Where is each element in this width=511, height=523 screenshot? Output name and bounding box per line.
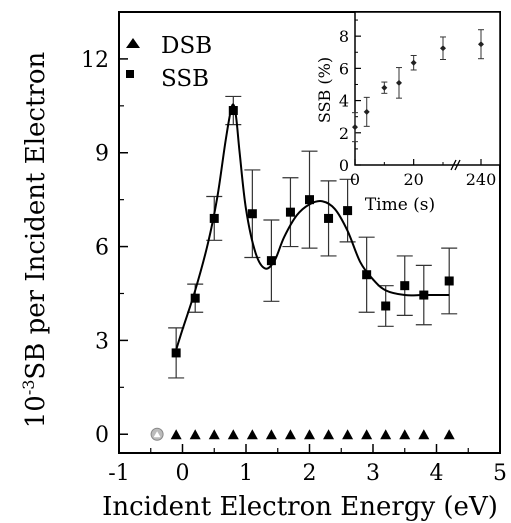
ssb-point: [266, 256, 276, 266]
y-tick-label: 9: [95, 142, 109, 167]
inset-data-point: [381, 84, 388, 91]
inset-x-axis-title: Time (s): [365, 195, 435, 215]
inset-axis-break-mark: [454, 159, 461, 171]
x-tick-label: -1: [108, 461, 129, 486]
legend-ssb-marker: [126, 70, 134, 78]
ssb-point: [247, 209, 257, 219]
x-tick-label: 4: [430, 461, 444, 486]
x-tick-label: 3: [366, 461, 380, 486]
inset-data-point: [410, 59, 417, 66]
inset-y-tick-label: 0: [339, 156, 349, 175]
inset-x-tick-label: 240: [466, 170, 497, 189]
dsb-point: [304, 429, 315, 440]
ssb-point: [400, 281, 410, 291]
x-tick-label: 5: [493, 461, 507, 486]
dsb-point: [361, 429, 373, 440]
legend: DSB SSB: [126, 33, 212, 92]
dsb-point: [418, 429, 430, 440]
ssb-point: [324, 213, 334, 223]
inset-data-point: [352, 124, 358, 131]
ssb-point: [190, 293, 200, 303]
inset-data-point: [478, 41, 484, 48]
ssb-point: [444, 276, 454, 286]
inset-axis-break: [450, 159, 461, 171]
ssb-point: [419, 290, 429, 300]
ssb-point: [381, 301, 391, 311]
inset-plot: 0 2 4 6 8 0 20 240 Time (s) SSB (%): [315, 11, 501, 215]
inset-axis-ticks: 0 2 4 6 8 0 20 240: [339, 19, 497, 189]
y-axis-title-rest: SB per Incident Electron: [21, 52, 51, 380]
ssb-point: [209, 213, 219, 223]
inset-y-tick-label: 8: [339, 27, 349, 46]
dsb-point: [208, 429, 220, 440]
ssb-point: [305, 195, 314, 205]
x-tick-label: 2: [303, 461, 317, 486]
dsb-point: [189, 429, 201, 440]
dsb-point: [265, 429, 277, 440]
ssb-point: [362, 270, 372, 280]
ssb-point: [228, 106, 238, 116]
inset-x-tick-label: 20: [403, 170, 423, 189]
inset-axis-break-mark: [450, 159, 457, 171]
dsb-point: [443, 429, 455, 440]
dsb-point-inner: [153, 431, 161, 438]
dsb-point: [227, 429, 239, 440]
inset-y-axis-title: SSB (%): [315, 57, 334, 123]
x-tick-label: 0: [176, 461, 190, 486]
data-markers: [150, 106, 455, 441]
y-tick-label: 3: [95, 329, 109, 354]
dsb-point: [380, 429, 392, 440]
inset-y-tick-label: 4: [339, 92, 349, 111]
legend-dsb-label: DSB: [161, 33, 212, 59]
ssb-point: [285, 207, 295, 217]
inset-data-point: [440, 45, 446, 52]
y-tick-label: 6: [95, 236, 109, 261]
y-axis-title: 10-3SB per Incident Electron: [19, 52, 51, 429]
dsb-point: [399, 429, 411, 440]
inset-plot-frame: [354, 11, 501, 166]
inset-data-point: [396, 79, 402, 86]
ssb-point: [171, 348, 181, 358]
legend-ssb-label: SSB: [161, 66, 209, 92]
dsb-point: [284, 429, 296, 440]
x-axis-title: Incident Electron Energy (eV): [102, 492, 498, 522]
inset-x-tick-label: 0: [350, 170, 360, 189]
dsb-point: [323, 429, 335, 440]
y-tick-label: 0: [95, 423, 109, 448]
legend-dsb-marker: [126, 38, 140, 48]
dsb-point: [246, 429, 258, 440]
y-tick-label: 12: [81, 48, 109, 73]
dsb-point: [170, 429, 182, 440]
inset-data-point: [363, 108, 370, 115]
y-axis-title-prefix: 10: [21, 395, 51, 428]
x-tick-label: 1: [239, 461, 253, 486]
y-axis-title-exponent: -3: [19, 380, 38, 396]
ssb-point: [343, 206, 353, 216]
inset-y-tick-label: 6: [339, 59, 349, 78]
inset-y-tick-label: 2: [339, 124, 349, 143]
dsb-point: [342, 429, 354, 440]
inset-data-points: [352, 29, 484, 143]
